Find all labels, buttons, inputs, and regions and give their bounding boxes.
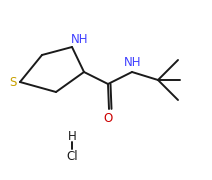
Text: S: S [9,75,17,89]
Text: O: O [103,111,113,125]
Text: H: H [68,130,76,143]
Text: NH: NH [124,55,142,69]
Text: Cl: Cl [66,150,78,163]
Text: NH: NH [71,33,89,46]
